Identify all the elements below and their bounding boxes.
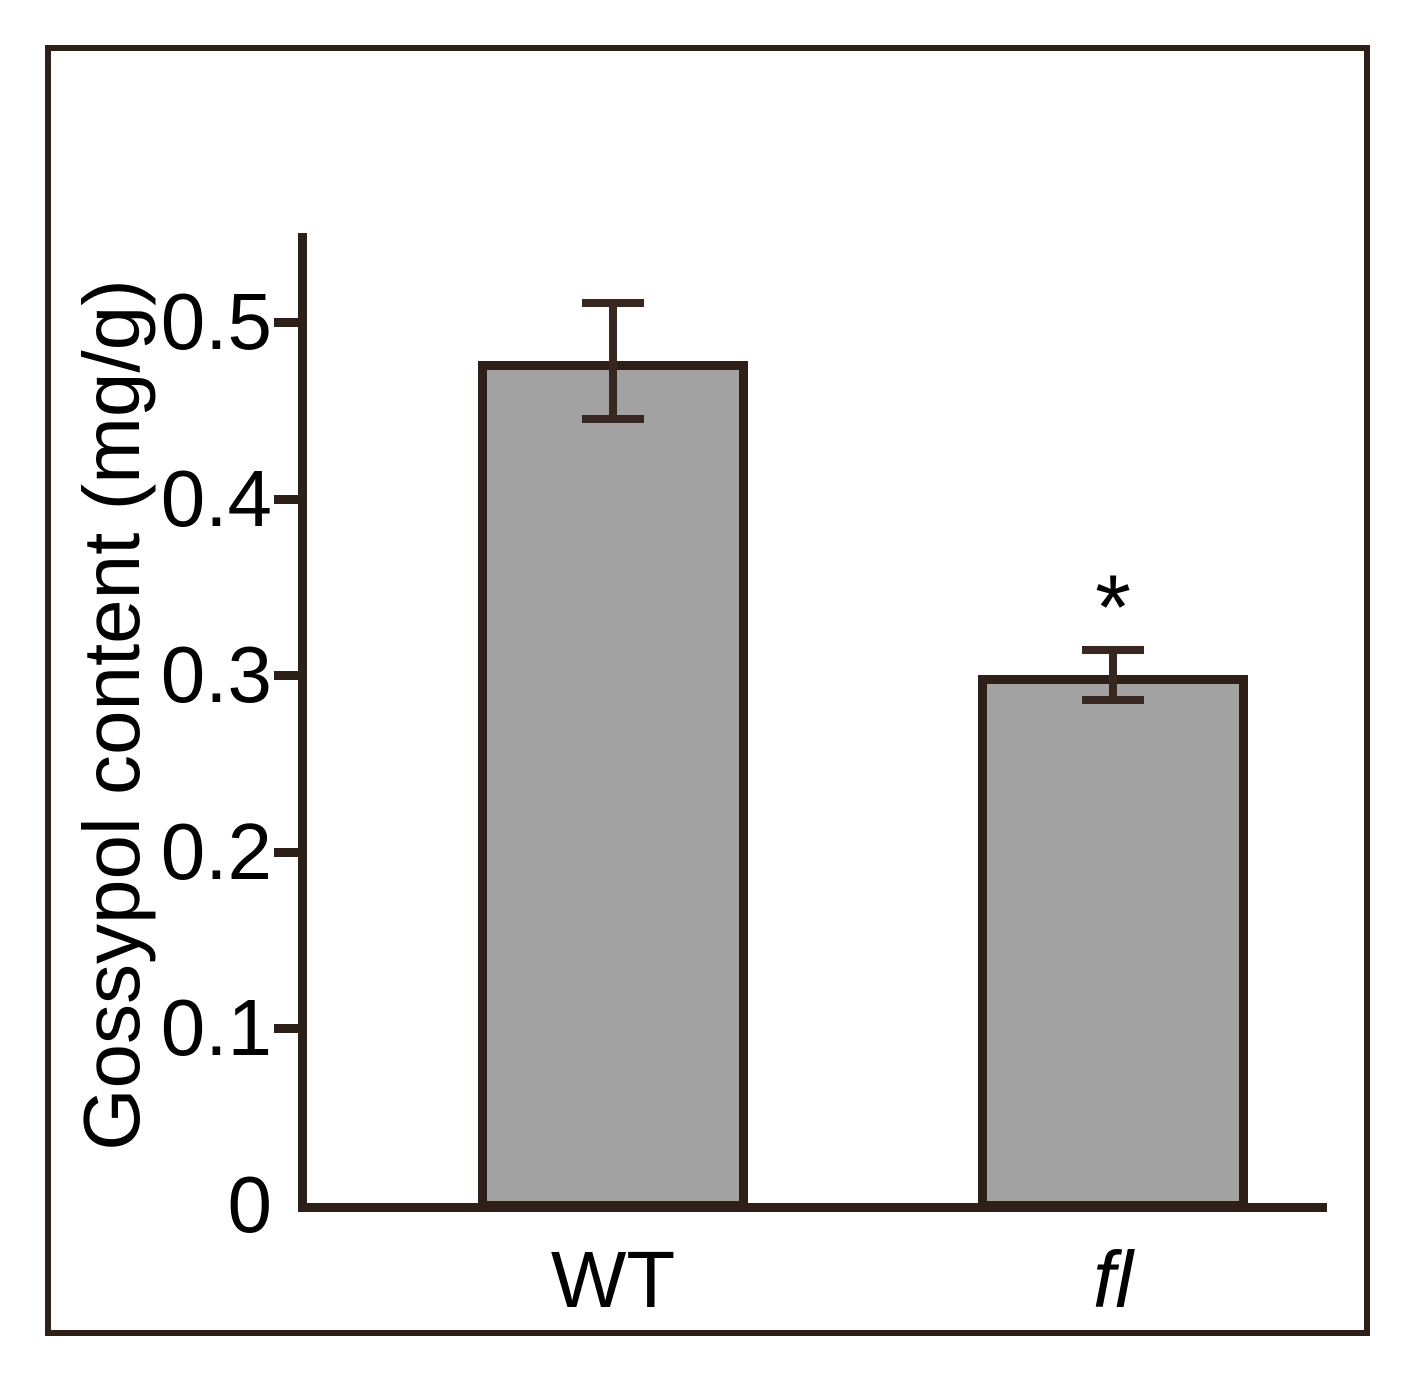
y-tick-0.1 bbox=[274, 1024, 302, 1034]
y-tick-label-0.1: 0.1 bbox=[160, 983, 272, 1073]
x-axis-baseline bbox=[298, 1203, 1327, 1212]
y-tick-0.4 bbox=[274, 494, 302, 504]
y-tick-0.3 bbox=[274, 671, 302, 681]
x-axis-label-fl: fl bbox=[1093, 1235, 1133, 1324]
significance-asterisk-fl: * bbox=[1095, 557, 1131, 660]
error-bar-top-cap-wt bbox=[582, 298, 644, 307]
y-tick-label-0.3: 0.3 bbox=[160, 630, 272, 720]
y-tick-label-0.5: 0.5 bbox=[160, 277, 272, 366]
y-tick-0.2 bbox=[274, 847, 302, 857]
y-tick-label-0: 0 bbox=[227, 1160, 273, 1249]
error-bar-wt bbox=[609, 302, 617, 420]
error-bar-top-cap-fl bbox=[1082, 646, 1144, 655]
y-tick-label-0.2: 0.2 bbox=[160, 806, 272, 896]
y-tick-0.5 bbox=[274, 318, 302, 327]
error-bar-bottom-cap-fl bbox=[1082, 695, 1144, 704]
y-tick-label-0.4: 0.4 bbox=[160, 453, 272, 543]
error-bar-bottom-cap-wt bbox=[582, 415, 644, 424]
error-bar-fl bbox=[1109, 650, 1117, 700]
bar-fl bbox=[978, 675, 1248, 1210]
bar-wt bbox=[478, 360, 748, 1210]
y-axis-spine bbox=[298, 233, 307, 1212]
x-axis-label-wt: WT bbox=[550, 1235, 676, 1324]
